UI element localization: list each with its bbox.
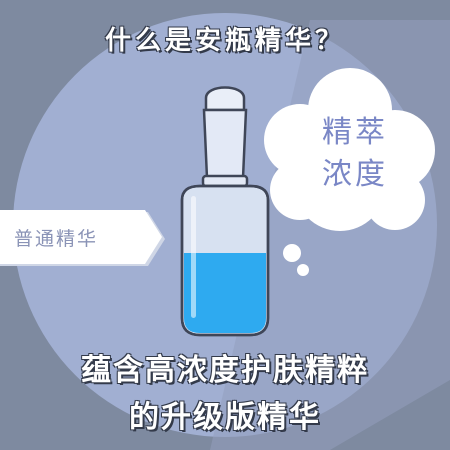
page-title: 什么是安瓶精华？ <box>104 26 345 56</box>
bubble-line-1: 精萃 <box>322 115 388 150</box>
bubble-text: 精萃 浓度 <box>300 112 410 196</box>
caption-line-2: 的升级版精华 <box>129 400 321 435</box>
tag-label: 普通精华 <box>14 228 99 250</box>
liquid-fill <box>184 253 266 333</box>
caption-line-1: 蕴含高浓度护肤精粹 <box>81 353 369 388</box>
bubble-line-2: 浓度 <box>322 157 388 192</box>
ampoule-bottle-icon <box>180 86 270 337</box>
arrow-tag-icon <box>0 210 165 266</box>
thought-bubble-icon <box>264 68 435 276</box>
